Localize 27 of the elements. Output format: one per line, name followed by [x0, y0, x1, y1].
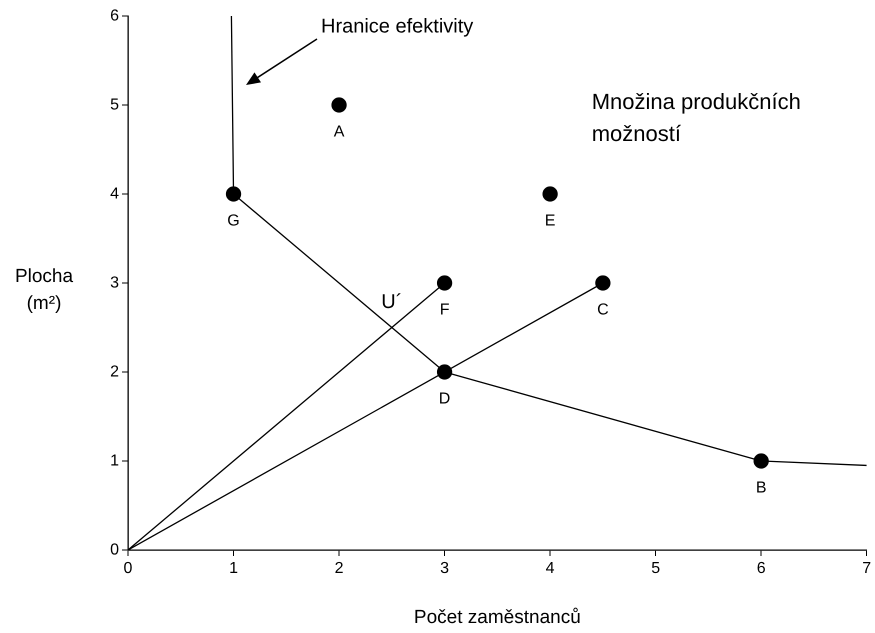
y-tick-label: 3 [110, 274, 120, 292]
x-axis-title: Počet zaměstnanců [414, 606, 581, 628]
annotation: Množina produkčních možností [592, 88, 802, 148]
y-tick-label: 1 [110, 452, 120, 470]
x-tick-label: 0 [124, 560, 133, 578]
y-tick-label: 6 [110, 7, 120, 24]
series-label: D [438, 390, 450, 408]
x-tick-label: 7 [862, 560, 872, 578]
x-tick-label: 1 [229, 560, 238, 578]
y-tick-label: 0 [110, 541, 120, 558]
series-label: B [756, 479, 767, 496]
x-tick-label: 4 [546, 560, 555, 578]
x-tick-label: 5 [651, 560, 660, 578]
series-label: A [334, 123, 345, 140]
annotation: Hranice efektivity [321, 16, 474, 38]
series-label: C [597, 301, 609, 318]
y-axis-title: Plocha (m²) [14, 265, 74, 316]
annotation: U´ [381, 291, 402, 314]
y-tick-label: 5 [110, 96, 120, 114]
x-tick-label: 2 [334, 560, 344, 578]
y-tick-label: 2 [110, 363, 120, 380]
x-tick-label: 6 [756, 560, 766, 578]
y-tick-label: 4 [110, 185, 120, 202]
series-label: G [227, 212, 240, 230]
series-label: E [544, 212, 556, 230]
x-tick-label: 3 [440, 560, 450, 578]
series-label: F [440, 301, 450, 318]
